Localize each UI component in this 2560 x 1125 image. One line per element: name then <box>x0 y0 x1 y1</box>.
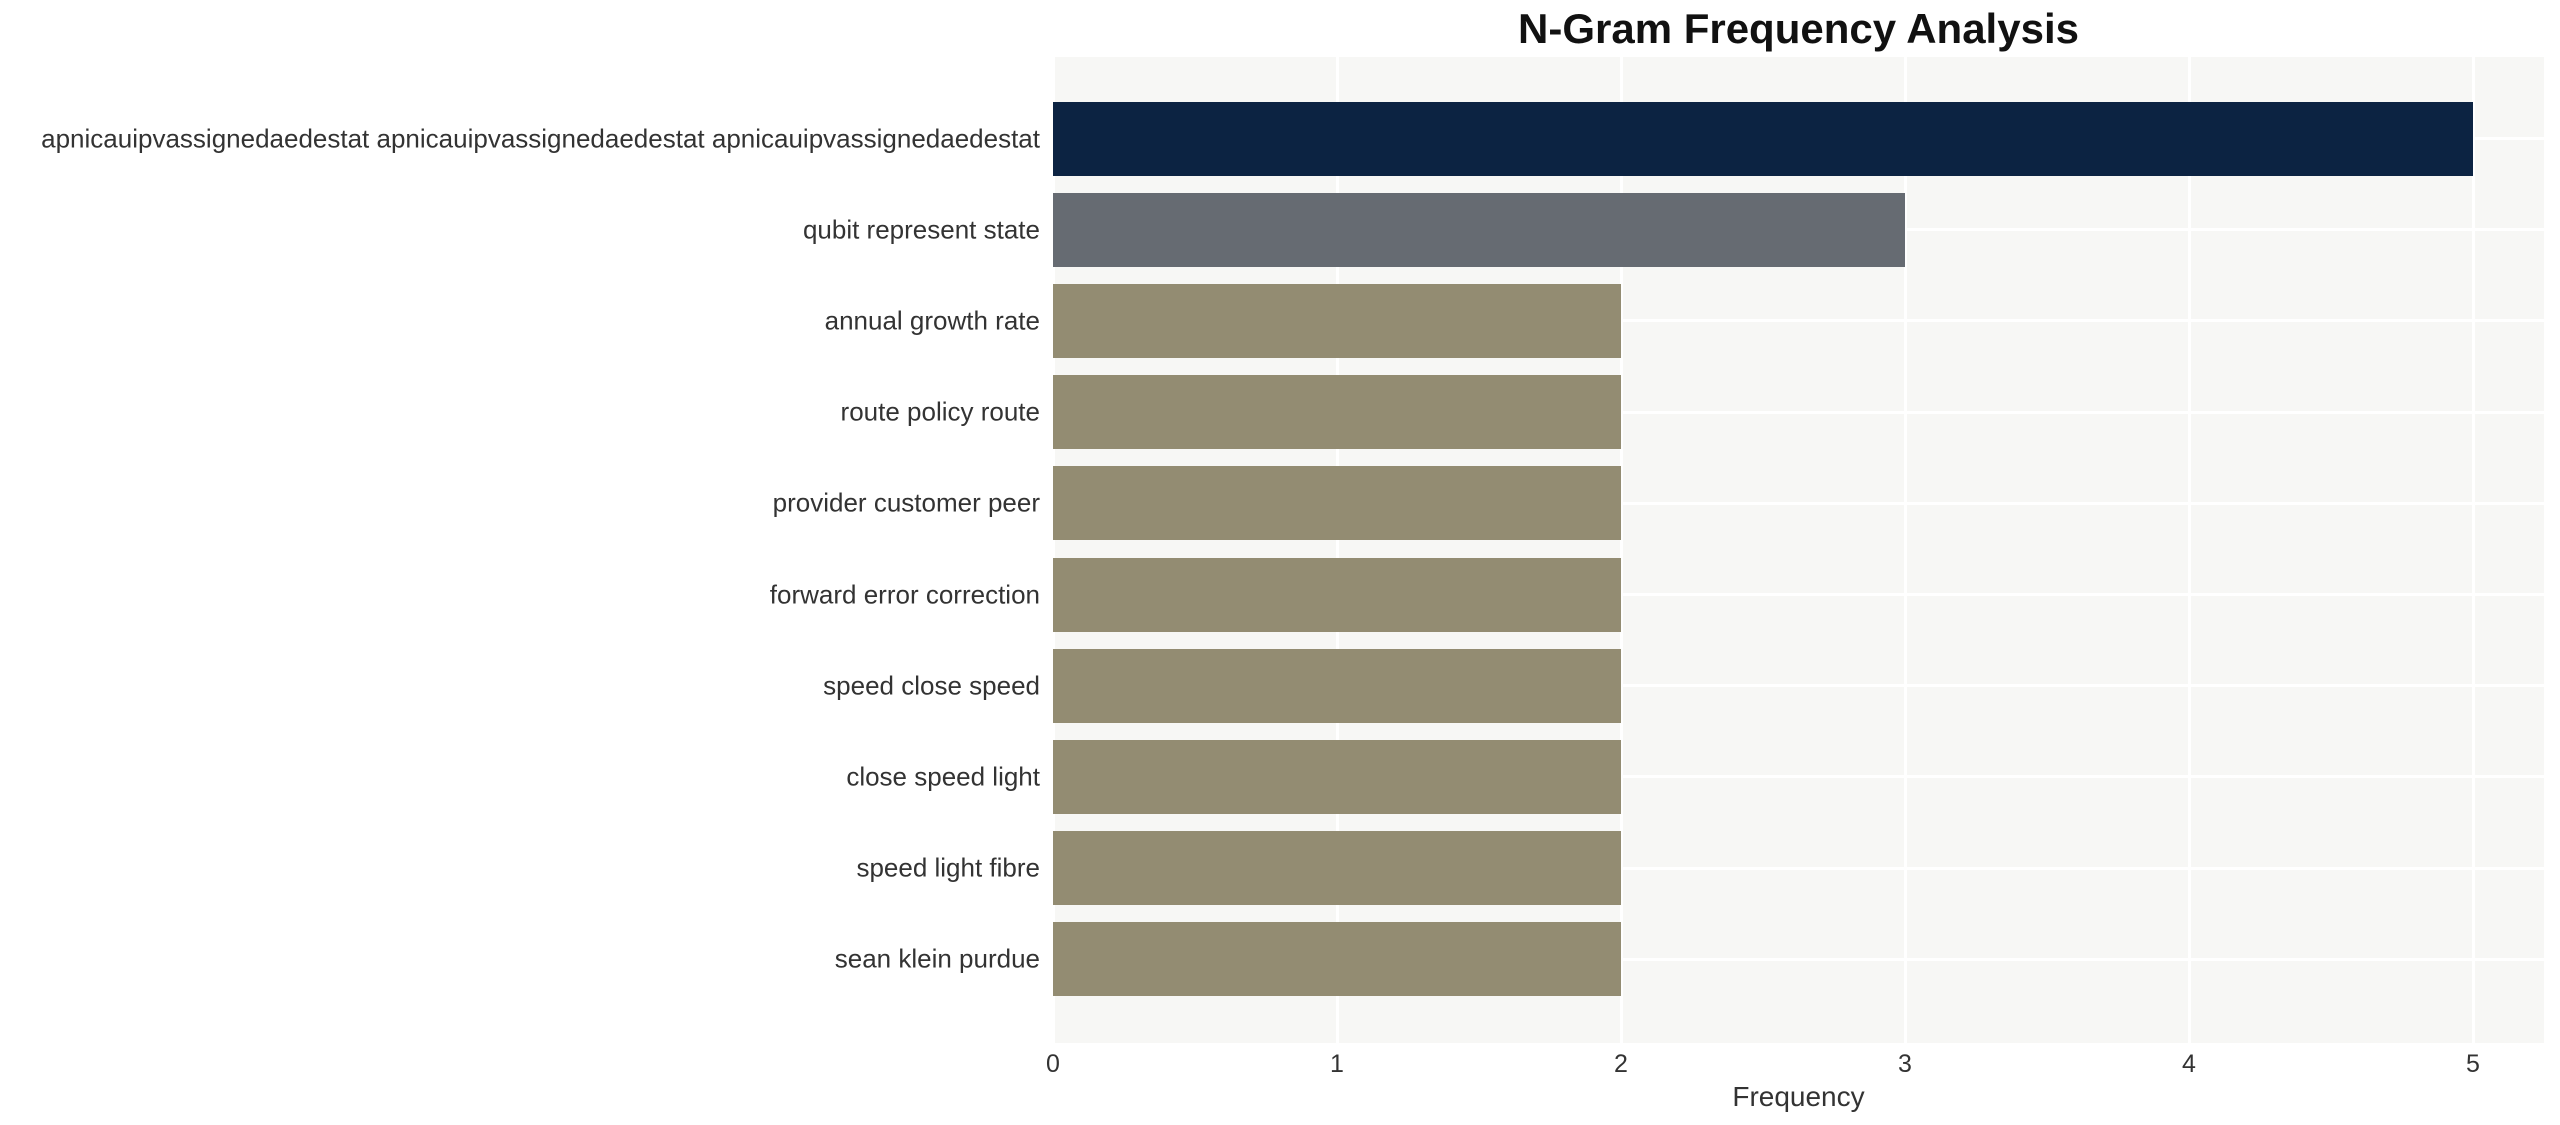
y-gridline <box>1053 501 2544 505</box>
x-tick-label: 2 <box>1614 1050 1628 1078</box>
y-tick-label: speed close speed <box>823 670 1040 701</box>
x-gridline <box>2187 57 2191 1043</box>
x-gridline <box>2471 57 2475 1043</box>
y-gridline <box>1053 410 2544 414</box>
bar <box>1053 466 1621 541</box>
y-tick-label: qubit represent state <box>802 214 1040 245</box>
x-gridline <box>1053 57 1055 1043</box>
y-tick-label: speed light fibre <box>856 852 1040 883</box>
x-gridline <box>1619 57 1623 1043</box>
bar <box>1053 283 1621 358</box>
bar <box>1053 648 1621 723</box>
y-gridline <box>1053 684 2544 688</box>
bar <box>1053 375 1621 450</box>
chart-title: N-Gram Frequency Analysis <box>1518 5 2079 52</box>
x-gridline <box>1335 57 1339 1043</box>
x-axis-title: Frequency <box>1732 1081 1865 1112</box>
y-tick-label: provider customer peer <box>772 487 1040 518</box>
x-tick-label: 0 <box>1046 1050 1060 1078</box>
y-gridline <box>1053 319 2544 323</box>
y-tick-label: annual growth rate <box>824 305 1040 336</box>
y-tick-label: close speed light <box>846 761 1040 792</box>
y-gridline <box>1053 957 2544 961</box>
x-tick-label: 3 <box>1898 1050 1912 1078</box>
x-tick-label: 5 <box>2466 1050 2480 1078</box>
x-gridline <box>1903 57 1907 1043</box>
bar <box>1053 192 1905 267</box>
x-tick-label: 4 <box>2182 1050 2196 1078</box>
bar <box>1053 739 1621 814</box>
y-tick-label: route policy route <box>840 396 1040 427</box>
y-tick-label: apnicauipvassignedaedestat apnicauipvass… <box>41 123 1040 153</box>
y-tick-label: forward error correction <box>769 579 1040 609</box>
bar <box>1053 101 2473 176</box>
y-gridline <box>1053 593 2544 596</box>
bar <box>1053 831 1621 906</box>
plot-area <box>1053 57 2544 1043</box>
bar <box>1053 922 1621 997</box>
y-gridline <box>1053 775 2544 779</box>
y-tick-label: sean klein purdue <box>834 943 1040 974</box>
bar <box>1053 557 1621 632</box>
x-tick-label: 1 <box>1330 1050 1344 1078</box>
y-gridline <box>1053 866 2544 870</box>
